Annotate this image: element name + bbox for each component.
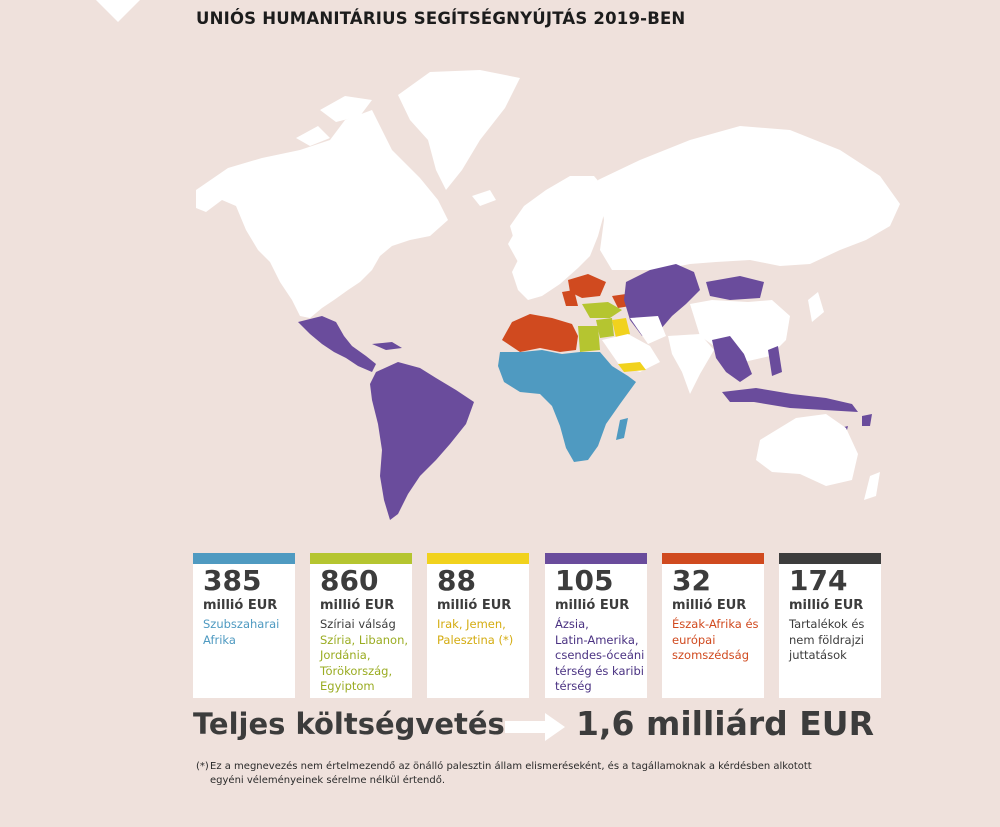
- card-line: szomszédság: [672, 648, 750, 662]
- card-line: térség: [555, 679, 592, 693]
- card-value: 88: [437, 564, 476, 597]
- egypt: [578, 326, 600, 352]
- card-line: Jordánia,: [320, 648, 371, 662]
- card-description: Ázsia, Latin-Amerika, csendes-óceáni tér…: [555, 617, 651, 695]
- yemen: [618, 362, 646, 372]
- card-line: csendes-óceáni: [555, 648, 645, 662]
- south-america: [370, 362, 474, 520]
- madagascar: [616, 418, 628, 440]
- budget-card-syria-crisis: 860 millió EUR Szíriai válság Szíria, Li…: [310, 553, 412, 698]
- syria-region: [596, 318, 614, 338]
- card-line: Latin-Amerika,: [555, 632, 639, 647]
- total-budget-value: 1,6 milliárd EUR: [576, 704, 874, 743]
- japan: [808, 292, 824, 322]
- page-title: UNIÓS HUMANITÁRIUS SEGÍTSÉGNYÚJTÁS 2019-…: [196, 9, 686, 28]
- mongolia: [706, 276, 764, 300]
- card-description: Irak, Jemen, Palesztina (*): [437, 617, 533, 648]
- new-zealand: [864, 472, 880, 500]
- budget-card-iraq-yemen-palestine: 88 millió EUR Irak, Jemen, Palesztina (*…: [427, 553, 529, 698]
- card-line: nem földrajzi: [789, 632, 865, 647]
- card-line: juttatások: [789, 648, 847, 662]
- card-line: Irak, Jemen,: [437, 617, 506, 631]
- card-line: Egyiptom: [320, 679, 375, 693]
- iraq: [612, 318, 630, 338]
- card-color-bar: [779, 553, 881, 564]
- card-value: 105: [555, 564, 614, 597]
- sub-saharan-africa: [498, 350, 636, 462]
- card-line: Afrika: [203, 632, 236, 647]
- card-line: Palesztina (*): [437, 632, 514, 647]
- card-line: Ázsia,: [555, 617, 589, 631]
- corner-tab: [96, 0, 140, 22]
- australia: [756, 414, 858, 486]
- iran: [630, 316, 666, 344]
- turkey: [582, 302, 622, 318]
- card-unit: millió EUR: [203, 598, 278, 613]
- footnote: (*) Ez a megnevezés nem értelmezendő az …: [196, 760, 836, 788]
- card-line: térség és karibi: [555, 663, 644, 678]
- card-value: 32: [672, 564, 711, 597]
- card-line: Törökország,: [320, 663, 393, 678]
- uk-ireland: [508, 230, 524, 262]
- card-value: 385: [203, 564, 262, 597]
- card-color-bar: [427, 553, 529, 564]
- card-unit: millió EUR: [320, 598, 395, 613]
- card-value: 860: [320, 564, 379, 597]
- budget-card-reserves: 174 millió EUR Tartalékok és nem földraj…: [779, 553, 881, 698]
- iceland: [472, 190, 496, 206]
- russia: [598, 126, 900, 270]
- card-color-bar: [193, 553, 295, 564]
- card-description: Szíriai válság Szíria, Libanon, Jordánia…: [320, 617, 416, 695]
- card-color-bar: [310, 553, 412, 564]
- ukraine: [568, 274, 606, 298]
- card-unit: millió EUR: [555, 598, 630, 613]
- footnote-mark: (*): [196, 761, 209, 772]
- pacific-islands: [840, 414, 872, 434]
- card-line: Észak-Afrika és: [672, 617, 759, 631]
- card-line: Tartalékok és: [789, 617, 865, 631]
- north-africa: [502, 314, 578, 352]
- card-description: Szubszaharai Afrika: [203, 617, 299, 648]
- card-line: Szíria, Libanon,: [320, 632, 409, 647]
- arabia: [602, 334, 660, 372]
- budget-card-asia-latin-america: 105 millió EUR Ázsia, Latin-Amerika, cse…: [545, 553, 647, 698]
- card-color-bar: [662, 553, 764, 564]
- greenland: [398, 70, 520, 190]
- card-color-bar: [545, 553, 647, 564]
- card-description: Tartalékok és nem földrajzi juttatások: [789, 617, 885, 664]
- budget-card-north-africa-neighbourhood: 32 millió EUR Észak-Afrika és európai sz…: [662, 553, 764, 698]
- footnote-text: Ez a megnevezés nem értelmezendő az önál…: [210, 761, 812, 786]
- indonesia: [722, 388, 858, 412]
- card-value: 174: [789, 564, 848, 597]
- north-america: [196, 110, 448, 318]
- central-america: [298, 316, 376, 372]
- europe: [510, 176, 606, 300]
- arrow-right-icon: [505, 713, 565, 741]
- card-unit: millió EUR: [437, 598, 512, 613]
- card-line: Szíriai válság: [320, 617, 396, 631]
- budget-card-sub-saharan-africa: 385 millió EUR Szubszaharai Afrika: [193, 553, 295, 698]
- caribbean: [372, 342, 402, 350]
- card-line: Szubszaharai: [203, 617, 280, 631]
- india: [668, 334, 714, 394]
- balkans: [562, 290, 578, 306]
- card-description: Észak-Afrika és európai szomszédság: [672, 617, 768, 664]
- arctic-islands: [296, 96, 372, 146]
- card-unit: millió EUR: [672, 598, 747, 613]
- world-map: [196, 70, 900, 520]
- card-line: európai: [672, 632, 716, 647]
- total-budget-label: Teljes költségvetés: [193, 707, 505, 741]
- card-unit: millió EUR: [789, 598, 864, 613]
- southeast-asia: [712, 336, 752, 382]
- philippines: [768, 346, 782, 376]
